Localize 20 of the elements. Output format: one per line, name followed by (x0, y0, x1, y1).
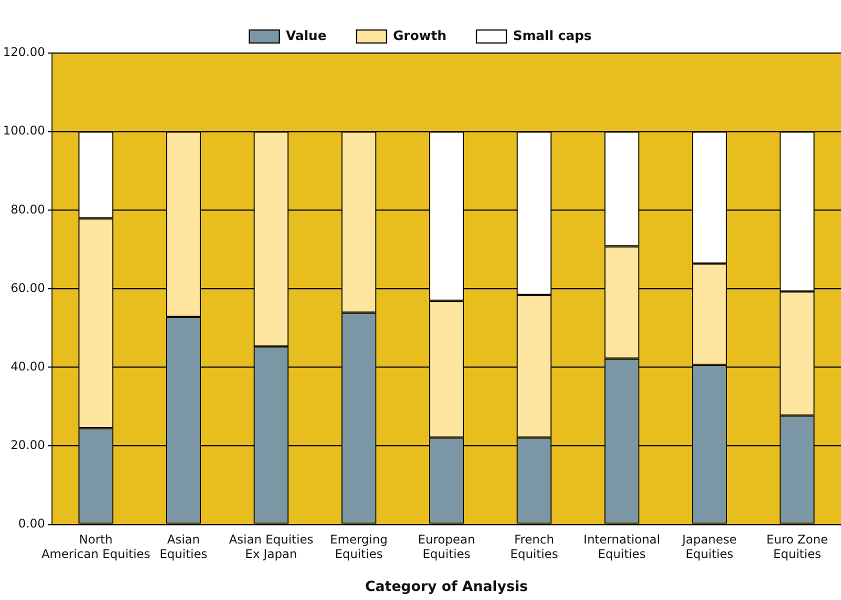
y-tick-label: 120.00 (2, 45, 45, 60)
x-tick-label: Japanese Equities (681, 532, 737, 562)
y-tick-label: 100.00 (2, 124, 45, 138)
legend-label: Small caps (513, 28, 592, 44)
y-tick-label: 40.00 (10, 359, 45, 374)
y-tick-label: 20.00 (10, 438, 45, 452)
x-axis-title: Category of Analysis (365, 579, 528, 596)
x-tick-label: Asian Equities Ex Japan (228, 532, 314, 562)
y-tick-label: 80.00 (10, 202, 45, 216)
y-tick-label: 0.00 (18, 516, 45, 531)
x-tick-label: Euro Zone Equities (766, 532, 828, 562)
legend-label: Growth (393, 28, 447, 44)
x-tick-label: International Equities (584, 532, 660, 562)
x-tick-label: Emerging Equities (330, 532, 388, 562)
x-tick-label: European Equities (418, 532, 476, 562)
legend-label: Value (286, 28, 327, 44)
x-tick-label: Asian Equities (160, 532, 208, 562)
x-tick-label: North American Equities (41, 532, 150, 562)
y-tick-label: 60.00 (10, 280, 45, 295)
x-tick-label: French Equities (510, 532, 558, 562)
